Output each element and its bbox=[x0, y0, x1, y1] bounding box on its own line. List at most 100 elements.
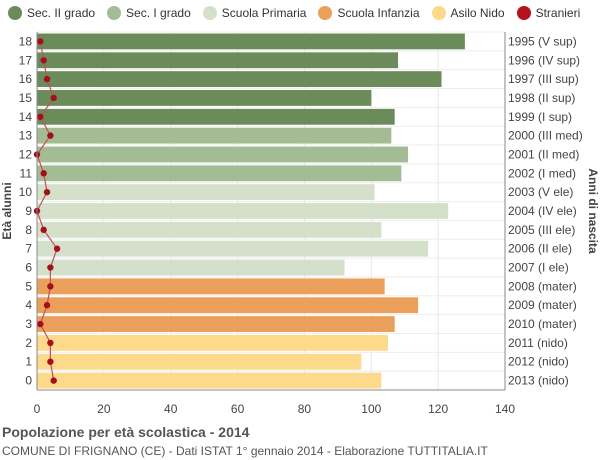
bar bbox=[37, 297, 419, 314]
legend-swatch bbox=[8, 6, 22, 20]
legend-label: Scuola Primaria bbox=[221, 6, 307, 20]
y-right-tick-label: 1995 (V sup) bbox=[508, 34, 577, 48]
x-tick-label: 60 bbox=[231, 402, 245, 416]
bar bbox=[37, 334, 388, 351]
legend-swatch bbox=[107, 6, 122, 20]
y-tick-label: 8 bbox=[25, 223, 32, 237]
stranieri-point bbox=[37, 38, 44, 45]
legend: Sec. II grado Sec. I grado Scuola Primaria… bbox=[8, 6, 592, 20]
y-right-tick-label: 2009 (mater) bbox=[508, 298, 577, 312]
y-right-tick-label: 2003 (V ele) bbox=[508, 185, 573, 199]
stranieri-point bbox=[40, 170, 47, 177]
legend-item: Sec. I grado bbox=[107, 6, 191, 20]
y-axis-title: Età alunni bbox=[0, 182, 14, 239]
stranieri-point bbox=[53, 245, 61, 252]
stranieri-point bbox=[37, 320, 44, 328]
y-tick-label: 6 bbox=[25, 261, 32, 275]
y-right-tick-label: 2005 (III ele) bbox=[508, 223, 575, 237]
y-right-tick-label: 2000 (III med) bbox=[508, 129, 583, 143]
legend-label: Asilo Nido bbox=[450, 6, 505, 20]
x-tick-label: 100 bbox=[361, 402, 381, 416]
x-tick-label: 80 bbox=[298, 402, 312, 416]
stranieri-point bbox=[40, 226, 47, 234]
y-tick-label: 17 bbox=[19, 53, 33, 67]
y-tick-label: 15 bbox=[19, 91, 33, 105]
y-tick-label: 7 bbox=[25, 242, 32, 256]
y-tick-label: 5 bbox=[25, 279, 32, 293]
legend-item: Asilo Nido bbox=[431, 6, 505, 20]
bar bbox=[37, 221, 382, 238]
y-right-tick-label: 2007 (I ele) bbox=[508, 261, 569, 275]
y-right-tick-label: 1997 (III sup) bbox=[508, 72, 579, 86]
bar bbox=[37, 259, 345, 276]
y-right-tick-label: 2004 (IV ele) bbox=[508, 204, 577, 218]
y-tick-label: 2 bbox=[25, 336, 32, 350]
bar bbox=[37, 184, 375, 201]
x-tick-label: 120 bbox=[428, 402, 448, 416]
y-tick-label: 11 bbox=[20, 166, 33, 180]
x-tick-label: 20 bbox=[97, 402, 111, 416]
legend-label: Sec. II grado bbox=[27, 6, 96, 20]
legend-label: Stranieri bbox=[535, 6, 581, 20]
y-tick-label: 4 bbox=[25, 298, 32, 312]
bar bbox=[37, 127, 392, 144]
y-right-tick-label: 2006 (II ele) bbox=[508, 242, 572, 256]
legend-swatch bbox=[318, 6, 333, 20]
legend-label: Scuola Infanzia bbox=[337, 6, 420, 20]
legend-label: Sec. I grado bbox=[126, 6, 191, 20]
y-right-tick-label: 2008 (mater) bbox=[508, 279, 577, 293]
legend-swatch bbox=[202, 6, 217, 20]
y-right-tick-label: 2013 (nido) bbox=[508, 374, 569, 388]
y-tick-label: 1 bbox=[25, 355, 32, 369]
bar bbox=[37, 203, 449, 219]
x-tick-label: 0 bbox=[34, 402, 41, 416]
stranieri-point bbox=[43, 302, 51, 309]
y-tick-label: 10 bbox=[19, 185, 33, 199]
stranieri-point bbox=[50, 94, 57, 102]
stranieri-point bbox=[40, 57, 47, 64]
stranieri-point bbox=[50, 377, 57, 384]
bar bbox=[37, 240, 429, 257]
bar bbox=[37, 108, 395, 125]
y-tick-label: 18 bbox=[19, 34, 33, 48]
stranieri-point bbox=[47, 339, 54, 347]
y-right-tick-label: 2010 (mater) bbox=[508, 317, 577, 331]
x-tick-label: 140 bbox=[495, 402, 515, 416]
chart-subtitle: COMUNE DI FRIGNANO (CE) - Dati ISTAT 1° … bbox=[2, 444, 488, 458]
bar bbox=[37, 146, 409, 163]
stranieri-point bbox=[43, 75, 51, 83]
y-right-tick-label: 2011 (nido) bbox=[508, 336, 568, 350]
y-right-tick-label: 1998 (II sup) bbox=[508, 91, 575, 105]
legend-swatch bbox=[516, 6, 531, 20]
y-tick-label: 9 bbox=[25, 204, 32, 218]
bar bbox=[37, 372, 382, 389]
legend-item: Scuola Infanzia bbox=[318, 6, 420, 20]
y-axis-right-title: Anni di nascita bbox=[586, 168, 600, 254]
legend-item: Scuola Primaria bbox=[202, 6, 307, 20]
bar bbox=[37, 165, 402, 182]
y-right-tick-label: 2002 (I med) bbox=[508, 166, 576, 180]
chart-title: Popolazione per età scolastica - 2014 bbox=[2, 424, 250, 440]
bar bbox=[37, 33, 465, 50]
x-tick-label: 40 bbox=[164, 402, 178, 416]
bar bbox=[37, 278, 385, 295]
y-tick-label: 0 bbox=[25, 374, 32, 388]
stranieri-point bbox=[47, 283, 54, 290]
y-right-tick-label: 1996 (IV sup) bbox=[508, 53, 580, 67]
bar bbox=[37, 353, 362, 370]
bar bbox=[37, 316, 395, 332]
bar bbox=[37, 90, 372, 106]
legend-swatch bbox=[431, 6, 446, 20]
y-right-tick-label: 2001 (II med) bbox=[508, 147, 579, 161]
stranieri-point bbox=[47, 264, 54, 271]
y-tick-label: 14 bbox=[19, 110, 33, 124]
y-tick-label: 12 bbox=[19, 147, 33, 161]
stranieri-point bbox=[47, 358, 54, 365]
stranieri-point bbox=[37, 113, 44, 120]
bar bbox=[37, 71, 442, 88]
bar bbox=[37, 52, 399, 69]
y-right-tick-label: 2012 (nido) bbox=[508, 355, 569, 369]
y-tick-label: 16 bbox=[19, 72, 33, 86]
legend-item: Sec. II grado bbox=[8, 6, 95, 20]
